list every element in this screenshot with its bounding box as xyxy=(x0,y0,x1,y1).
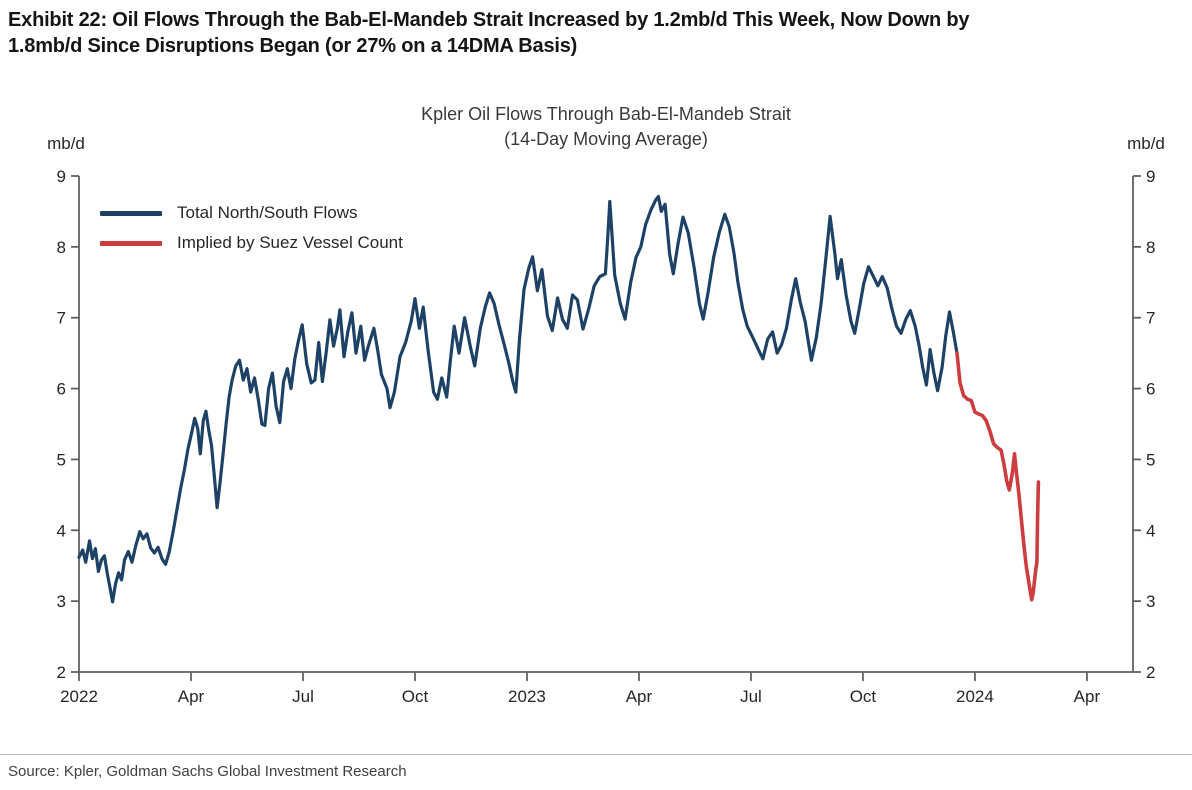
y-axis-label-right-3: 3 xyxy=(1146,592,1155,611)
x-axis-label-2023: 2023 xyxy=(508,687,546,706)
y-axis-label-left-7: 7 xyxy=(57,309,66,328)
y-axis-label-right-4: 4 xyxy=(1146,521,1155,540)
legend-label-total-flows: Total North/South Flows xyxy=(177,203,358,222)
y-axis-unit-left: mb/d xyxy=(47,134,85,153)
x-axis-label-Apr: Apr xyxy=(626,687,653,706)
x-axis-label-Jul: Jul xyxy=(292,687,314,706)
legend-label-suez-implied: Implied by Suez Vessel Count xyxy=(177,233,403,252)
y-axis-label-right-8: 8 xyxy=(1146,238,1155,257)
legend-item-total-north-south-flows: Total North/South Flows xyxy=(100,198,403,228)
y-axis-label-left-6: 6 xyxy=(57,380,66,399)
series-line-total-north-south-flows xyxy=(77,194,959,604)
y-axis-label-left-5: 5 xyxy=(57,450,66,469)
legend-swatch-suez-implied xyxy=(100,240,162,246)
y-axis-label-left-3: 3 xyxy=(57,592,66,611)
y-axis-label-right-6: 6 xyxy=(1146,380,1155,399)
y-axis-label-left-2: 2 xyxy=(57,663,66,682)
y-axis-label-left-9: 9 xyxy=(57,167,66,186)
y-axis-unit-right: mb/d xyxy=(1127,134,1165,153)
x-axis-label-2022: 2022 xyxy=(60,687,98,706)
footer-divider xyxy=(0,754,1192,755)
x-axis-label-Apr: Apr xyxy=(178,687,205,706)
source-note: Source: Kpler, Goldman Sachs Global Inve… xyxy=(8,763,407,780)
x-axis-label-2024: 2024 xyxy=(956,687,994,706)
legend-item-implied-suez-vessel-count: Implied by Suez Vessel Count xyxy=(100,228,403,258)
y-axis-label-left-4: 4 xyxy=(57,521,66,540)
chart-title-sub: (14-Day Moving Average) xyxy=(504,129,708,149)
x-axis-label-Apr: Apr xyxy=(1074,687,1101,706)
y-axis-label-right-9: 9 xyxy=(1146,167,1155,186)
y-axis-label-right-7: 7 xyxy=(1146,309,1155,328)
y-axis-label-left-8: 8 xyxy=(57,238,66,257)
x-axis-label-Jul: Jul xyxy=(740,687,762,706)
chart-legend: Total North/South Flows Implied by Suez … xyxy=(100,198,403,258)
y-axis-label-right-2: 2 xyxy=(1146,663,1155,682)
exhibit-title: Exhibit 22: Oil Flows Through the Bab-El… xyxy=(8,7,1188,59)
x-axis-label-Oct: Oct xyxy=(402,687,429,706)
legend-swatch-total-flows xyxy=(100,210,162,216)
y-axis-label-right-5: 5 xyxy=(1146,450,1155,469)
series-line-implied-by-suez-vessel-count xyxy=(955,351,1041,602)
chart-title-main: Kpler Oil Flows Through Bab-El-Mandeb St… xyxy=(421,104,791,124)
exhibit-title-line1: Exhibit 22: Oil Flows Through the Bab-El… xyxy=(8,9,970,31)
x-axis-label-Oct: Oct xyxy=(850,687,877,706)
exhibit-title-line2: 1.8mb/d Since Disruptions Began (or 27% … xyxy=(8,35,578,57)
chart-title: Kpler Oil Flows Through Bab-El-Mandeb St… xyxy=(206,102,1006,152)
